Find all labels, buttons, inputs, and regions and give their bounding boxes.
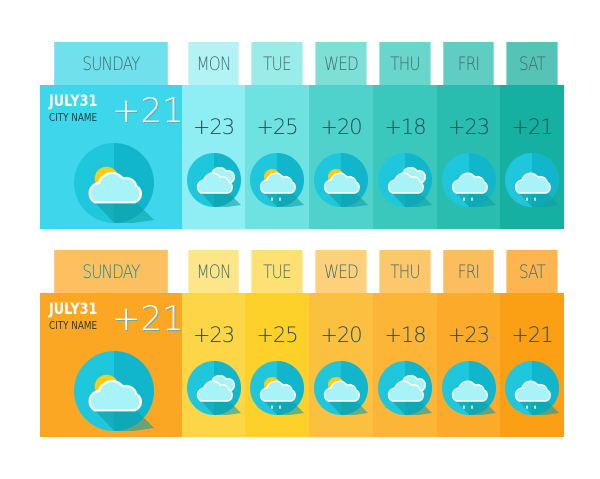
today-column[interactable]: SUNDAY JULY31 CITY NAME +21 — [40, 250, 182, 437]
today-date: JULY31 — [49, 91, 98, 110]
day-label: MON — [188, 42, 239, 85]
cloud-rain-icon — [505, 153, 559, 207]
day-body: +18 — [373, 293, 437, 437]
day-body: +20 — [309, 85, 373, 229]
sun-cloud-rain-icon — [250, 153, 304, 207]
sun-cloud-icon — [74, 351, 154, 431]
forecast-day-wed[interactable]: WED +20 — [309, 42, 373, 229]
day-temperature: +20 — [320, 323, 362, 347]
day-temperature: +20 — [320, 115, 362, 139]
day-body: +18 — [373, 85, 437, 229]
today-temperature: +21 — [112, 91, 182, 131]
today-body: JULY31 CITY NAME +21 — [40, 293, 182, 437]
day-body: +21 — [500, 293, 564, 437]
day-body: +20 — [309, 293, 373, 437]
clouds-icon — [186, 153, 241, 207]
day-temperature: +21 — [511, 323, 553, 347]
today-body: JULY31 CITY NAME +21 — [40, 85, 182, 229]
day-body: +23 — [182, 293, 245, 437]
clouds-icon — [378, 153, 432, 207]
day-temperature: +25 — [256, 323, 298, 347]
forecast-day-sat[interactable]: SAT +21 — [500, 42, 564, 229]
day-label: FRI — [443, 42, 494, 85]
day-label: TUE — [251, 250, 303, 293]
forecast-day-thu[interactable]: THU +18 — [373, 42, 437, 229]
forecast-day-thu[interactable]: THU +18 — [373, 250, 437, 437]
day-label: MON — [188, 250, 239, 293]
day-body: +23 — [437, 85, 500, 229]
forecast-day-tue[interactable]: TUE +25 — [245, 250, 309, 437]
forecast-day-fri[interactable]: FRI +23 — [437, 250, 500, 437]
cloud-rain-icon — [441, 361, 496, 415]
day-body: +25 — [245, 85, 309, 229]
day-body: +23 — [437, 293, 500, 437]
forecast-day-mon[interactable]: MON +23 — [182, 250, 245, 437]
day-temperature: +23 — [447, 323, 490, 347]
today-date: JULY31 — [49, 299, 98, 318]
sun-cloud-rain-icon — [250, 361, 304, 415]
forecast-day-fri[interactable]: FRI +23 — [437, 42, 500, 229]
day-label: TUE — [251, 42, 303, 85]
day-temperature: +25 — [256, 115, 298, 139]
cloud-rain-icon — [505, 361, 559, 415]
day-body: +25 — [245, 293, 309, 437]
day-temperature: +23 — [192, 115, 235, 139]
day-temperature: +18 — [384, 323, 426, 347]
clouds-icon — [378, 361, 432, 415]
sun-cloud-icon — [314, 361, 368, 415]
day-label: WED — [315, 42, 367, 85]
day-body: +21 — [500, 85, 564, 229]
day-temperature: +18 — [384, 115, 426, 139]
cloud-rain-icon — [441, 153, 496, 207]
city-name: CITY NAME — [49, 319, 98, 332]
day-label: SAT — [506, 42, 558, 85]
forecast-day-sat[interactable]: SAT +21 — [500, 250, 564, 437]
day-label: SAT — [506, 250, 558, 293]
day-body: +23 — [182, 85, 245, 229]
day-temperature: +23 — [192, 323, 235, 347]
sun-cloud-icon — [314, 153, 368, 207]
clouds-icon — [186, 361, 241, 415]
day-temperature: +23 — [447, 115, 490, 139]
day-label: FRI — [443, 250, 494, 293]
today-column[interactable]: SUNDAY JULY31 CITY NAME +21 — [40, 42, 182, 229]
day-label: THU — [379, 42, 431, 85]
forecast-day-wed[interactable]: WED +20 — [309, 250, 373, 437]
sun-cloud-icon — [74, 143, 154, 223]
day-label: WED — [315, 250, 367, 293]
day-temperature: +21 — [511, 115, 553, 139]
weather-widget-blue: SUNDAY JULY31 CITY NAME +21 MON +23 TUE … — [40, 42, 564, 229]
city-name: CITY NAME — [49, 111, 98, 124]
forecast-day-tue[interactable]: TUE +25 — [245, 42, 309, 229]
weather-widget-orange: SUNDAY JULY31 CITY NAME +21 MON +23 TUE … — [40, 250, 564, 437]
today-temperature: +21 — [112, 299, 182, 339]
forecast-day-mon[interactable]: MON +23 — [182, 42, 245, 229]
today-day-label: SUNDAY — [54, 250, 168, 293]
today-day-label: SUNDAY — [54, 42, 168, 85]
day-label: THU — [379, 250, 431, 293]
